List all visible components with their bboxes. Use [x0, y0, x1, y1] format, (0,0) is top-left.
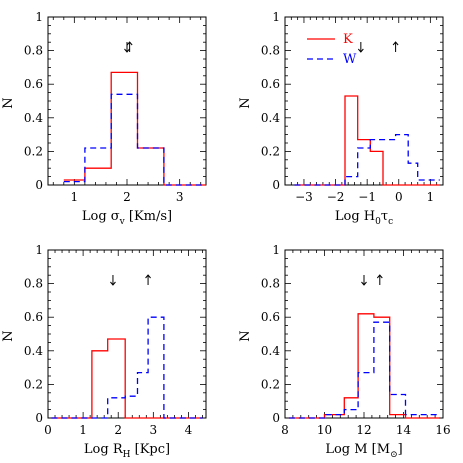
y-tick-label: 0.6 — [24, 310, 43, 324]
y-axis-label: N — [1, 330, 16, 341]
histogram-series-dashed — [63, 93, 206, 186]
arrow-down-icon — [357, 42, 364, 53]
x-axis-label-part: [Km/s] — [125, 209, 172, 224]
plot-frame — [47, 249, 207, 419]
x-axis-label-part: τ — [381, 209, 388, 224]
panel-bottom-left: 0 0.2 0.4 0.6 0.8 1 0 1 2 3 4 N Log RH [Kpc] — [1, 243, 207, 460]
x-tick-label: −2 — [327, 190, 345, 204]
panel-bottom-right: 0 0.2 0.4 0.6 0.8 1 8 10 12 14 16 N Log M [M⊙] — [238, 243, 451, 460]
y-tick-label: 1 — [272, 10, 280, 24]
y-tick-label: 0.6 — [24, 77, 43, 91]
y-tick-label: 0 — [272, 411, 280, 425]
x-tick-label: 10 — [317, 423, 332, 437]
arrow-down-icon — [110, 275, 116, 286]
x-tick-label: 0 — [395, 190, 403, 204]
x-tick-label: 1 — [71, 190, 79, 204]
y-tick-label: 0.8 — [24, 277, 43, 291]
x-tick-label: 1 — [427, 190, 435, 204]
legend: KW — [307, 32, 357, 67]
x-tick-label: 4 — [185, 423, 193, 437]
y-tick-label: 0.6 — [261, 310, 280, 324]
x-tick-label: 1 — [79, 423, 87, 437]
y-tick-label: 0.2 — [24, 144, 43, 158]
y-tick-label: 1 — [35, 10, 43, 24]
x-axis-label-part: Log H — [335, 209, 375, 224]
x-tick-label: 14 — [396, 423, 412, 437]
x-axis-label-part: Log — [82, 209, 111, 224]
x-axis-label-part: Log M [M — [325, 442, 390, 457]
y-tick-label: 0.4 — [24, 344, 43, 358]
legend-label: K — [343, 32, 353, 47]
arrow-down-icon — [361, 275, 367, 286]
x-tick-label: 8 — [281, 423, 289, 437]
arrow-up-icon — [145, 274, 151, 285]
x-axis-label-part: ] — [398, 442, 403, 457]
x-axis-label: Log σv [Km/s] — [82, 209, 172, 227]
y-tick-label: 0 — [35, 411, 43, 425]
x-axis-label-part: ⊙ — [390, 450, 398, 460]
legend-label: W — [343, 52, 357, 67]
x-tick-label: 12 — [356, 423, 371, 437]
x-axis-label-part: σ — [111, 209, 120, 224]
histogram-series-W — [294, 133, 440, 186]
histogram-series-dashed — [288, 321, 440, 419]
x-tick-label: 2 — [114, 423, 122, 437]
y-tick-label: 0.2 — [261, 144, 280, 158]
arrow-up-icon — [376, 274, 383, 285]
arrow-up-icon — [392, 41, 399, 52]
arrow-up-icon — [126, 41, 133, 52]
x-axis-label: Log H0τc — [335, 209, 393, 227]
y-tick-label: 0.2 — [24, 377, 43, 391]
x-tick-label: 0 — [44, 423, 52, 437]
histogram-series-solid — [63, 71, 206, 186]
y-tick-label: 1 — [35, 243, 43, 257]
y-tick-label: 0.2 — [261, 377, 280, 391]
arrow-down-icon — [124, 42, 130, 53]
x-tick-label: −3 — [295, 190, 313, 204]
x-tick-label: 3 — [150, 423, 158, 437]
y-tick-label: 0.8 — [261, 44, 280, 58]
x-tick-label: 16 — [435, 423, 450, 437]
x-axis-label-part: [Kpc] — [130, 442, 170, 457]
y-tick-label: 0.4 — [24, 111, 43, 125]
y-axis-label: N — [238, 97, 253, 108]
y-tick-label: 0.8 — [24, 44, 43, 58]
y-tick-label: 0.4 — [261, 344, 280, 358]
x-tick-label: 3 — [176, 190, 184, 204]
x-axis-label-part: v — [119, 217, 126, 227]
plot-frame — [284, 16, 444, 186]
x-axis-label-part: 0 — [375, 217, 381, 227]
y-tick-label: 0.8 — [261, 277, 280, 291]
y-tick-label: 0.6 — [261, 77, 280, 91]
y-tick-label: 0 — [35, 178, 43, 192]
x-axis-label-part: H — [123, 450, 131, 460]
y-axis-label: N — [1, 97, 16, 108]
x-tick-label: −1 — [358, 190, 376, 204]
x-tick-label: 2 — [123, 190, 131, 204]
x-axis-label: Log RH [Kpc] — [84, 442, 170, 460]
y-tick-label: 1 — [272, 243, 280, 257]
histogram-series-solid — [288, 313, 440, 419]
y-axis-label: N — [238, 330, 253, 341]
histogram-series-solid — [51, 338, 203, 419]
histogram-series-dashed — [51, 316, 203, 419]
y-tick-label: 0.4 — [261, 111, 280, 125]
histogram-series-K — [294, 95, 440, 186]
y-tick-label: 0 — [272, 178, 280, 192]
panel-top-left: 0 0.2 0.4 0.6 0.8 1 1 2 3 N Log σv [Km/s] — [1, 10, 207, 227]
x-axis-label-part: Log R — [84, 442, 124, 457]
x-axis-label-part: c — [388, 217, 393, 227]
x-axis-label: Log M [M⊙] — [325, 442, 402, 460]
